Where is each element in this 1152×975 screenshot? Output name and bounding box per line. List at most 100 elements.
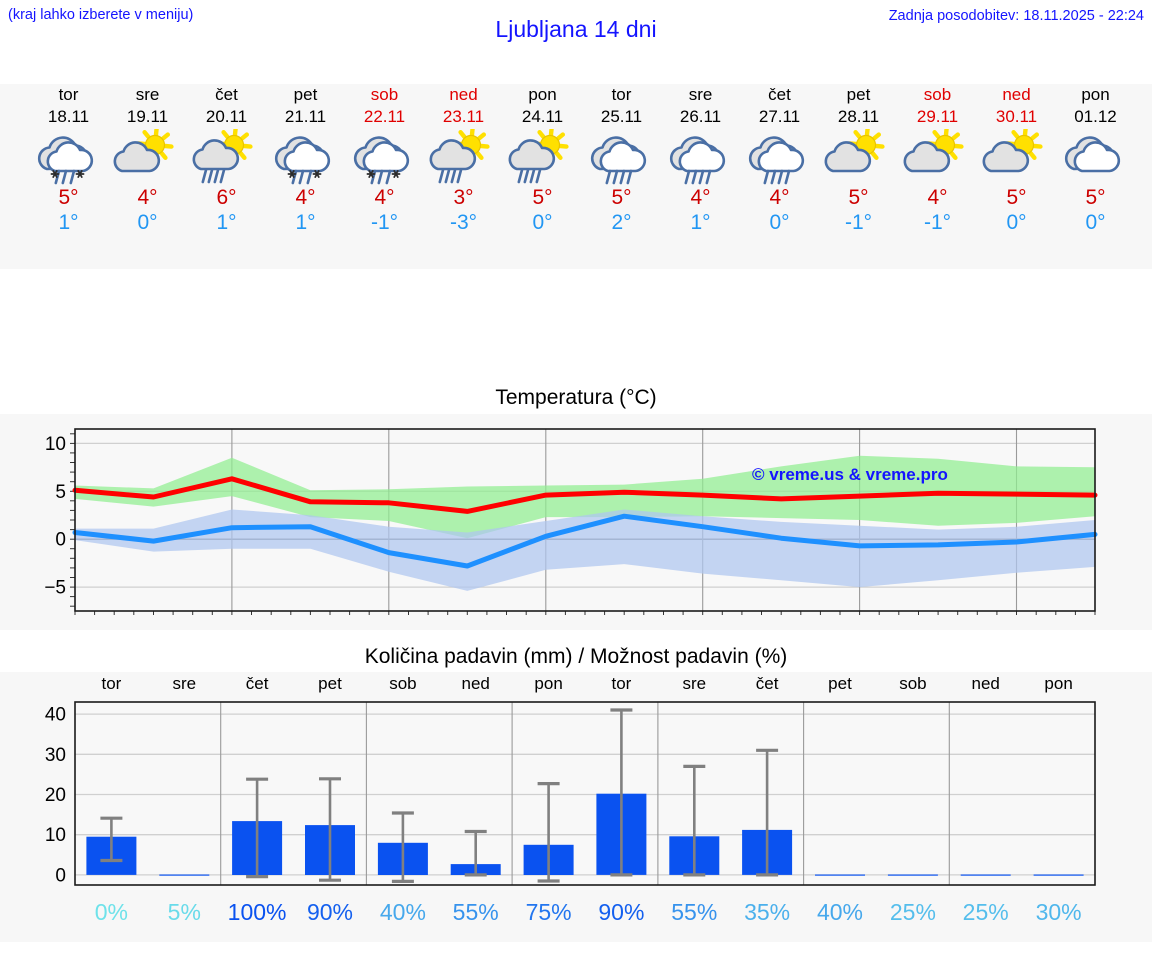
day-temp-max: 6°	[216, 186, 237, 209]
precip-day-label: sob	[899, 674, 926, 693]
precip-day-label: sre	[682, 674, 706, 693]
day-name: sre	[135, 85, 160, 104]
precip-bar	[887, 874, 938, 876]
day-date: 24.11	[521, 107, 564, 126]
sun-cloud-rain-icon	[187, 129, 266, 185]
cloud-rain-snow-icon	[29, 129, 108, 185]
day-temp-max: 5°	[532, 186, 553, 209]
precipitation-chart-panel: Količina padavin (mm) / Možnost padavin …	[0, 642, 1152, 942]
day-date: 22.11	[363, 107, 406, 126]
precip-probability-label: 40%	[817, 899, 863, 925]
svg-text:0: 0	[55, 865, 66, 886]
day-column: pon 24.11 5° 0°	[503, 84, 582, 235]
cloud-icon	[1056, 129, 1135, 185]
day-name: tor	[611, 85, 632, 104]
day-temp-min: 2°	[611, 211, 632, 234]
svg-text:20: 20	[45, 785, 66, 806]
day-column: čet 27.11 4° 0°	[740, 84, 819, 235]
precip-probability-label: 5%	[168, 899, 201, 925]
precip-day-label: pet	[318, 674, 342, 693]
cloud-rain-snow-icon	[266, 129, 345, 185]
day-column: sre 19.11 4° 0°	[108, 84, 187, 235]
sun-cloud-rain-icon	[424, 129, 503, 185]
day-column: tor 18.11 5° 1°	[29, 84, 108, 235]
precip-probability-label: 25%	[963, 899, 1009, 925]
day-date: 28.11	[837, 107, 880, 126]
day-name: ned	[449, 85, 478, 104]
svg-text:0: 0	[55, 530, 66, 551]
day-temp-max: 4°	[927, 186, 948, 209]
day-name: sre	[688, 85, 713, 104]
precipitation-chart-title: Količina padavin (mm) / Možnost padavin …	[0, 642, 1152, 672]
svg-text:30: 30	[45, 745, 66, 766]
precip-probability-label: 75%	[526, 899, 572, 925]
day-name: čet	[768, 85, 791, 104]
precip-probability-label: 0%	[95, 899, 128, 925]
day-temp-max: 4°	[374, 186, 395, 209]
daily-forecast-strip: tor 18.11 5° 1° sre 19.11 4° 0° čet 20.11 6° 1° pet 2…	[0, 84, 1152, 269]
precip-day-label: čet	[246, 674, 269, 693]
day-column: ned 23.11 3° -3°	[424, 84, 503, 235]
svg-text:40: 40	[45, 705, 66, 726]
precip-probability-label: 35%	[744, 899, 790, 925]
copyright-watermark: © vreme.us & vreme.pro	[752, 465, 948, 484]
day-temp-min: 0°	[1006, 211, 1027, 234]
sun-cloud-rain-icon	[503, 129, 582, 185]
day-name: sob	[923, 85, 952, 104]
day-name: pon	[1081, 85, 1110, 104]
day-date: 18.11	[47, 107, 90, 126]
day-temp-min: 0°	[1085, 211, 1106, 234]
precip-probability-label: 25%	[890, 899, 936, 925]
day-temp-max: 4°	[769, 186, 790, 209]
precip-day-label: tor	[101, 674, 121, 693]
cloud-rain-icon	[582, 129, 661, 185]
day-temp-max: 4°	[137, 186, 158, 209]
svg-text:−5: −5	[44, 578, 66, 599]
precip-day-label: ned	[972, 674, 1000, 693]
day-date: 25.11	[600, 107, 643, 126]
day-temp-max: 4°	[690, 186, 711, 209]
day-temp-min: 1°	[295, 211, 316, 234]
precip-bar	[815, 874, 865, 876]
day-temp-min: 0°	[769, 211, 790, 234]
day-name: sob	[370, 85, 399, 104]
day-date: 27.11	[758, 107, 801, 126]
precip-day-label: sre	[172, 674, 196, 693]
day-column: sob 29.11 4° -1°	[898, 84, 977, 235]
day-column: pet 21.11 4° 1°	[266, 84, 345, 235]
location-menu-note[interactable]: (kraj lahko izberete v meniju)	[8, 7, 194, 23]
day-name: pet	[293, 85, 318, 104]
cloud-rain-snow-icon	[345, 129, 424, 185]
svg-text:5: 5	[55, 482, 66, 503]
last-update-label: Zadnja posodobitev: 18.11.2025 - 22:24	[888, 8, 1144, 24]
cloud-rain-icon	[740, 129, 819, 185]
precip-probability-label: 55%	[671, 899, 717, 925]
day-temp-min: -1°	[923, 211, 952, 234]
temperature-chart-panel: Temperatura (°C) 10 5 0 −5	[0, 382, 1152, 630]
precip-probability-label: 55%	[453, 899, 499, 925]
day-temp-min: -1°	[844, 211, 873, 234]
svg-text:10: 10	[45, 434, 66, 455]
day-temp-min: 1°	[690, 211, 711, 234]
day-column: sob 22.11 4° -1°	[345, 84, 424, 235]
day-date: 23.11	[442, 107, 485, 126]
precip-probability-label: 30%	[1036, 899, 1082, 925]
day-temp-min: -3°	[449, 211, 478, 234]
temperature-plot: 10 5 0 −5	[44, 428, 1098, 615]
precip-day-label: čet	[756, 674, 779, 693]
day-date: 20.11	[205, 107, 248, 126]
precip-day-label: sob	[389, 674, 416, 693]
precip-probability-label: 40%	[380, 899, 426, 925]
day-name: čet	[215, 85, 238, 104]
day-temp-min: 1°	[216, 211, 237, 234]
precip-probability-label: 100%	[228, 899, 287, 925]
day-temp-max: 5°	[58, 186, 79, 209]
day-name: pet	[846, 85, 871, 104]
temperature-chart-title: Temperatura (°C)	[0, 382, 1152, 414]
precip-day-label: pon	[534, 674, 562, 693]
day-temp-max: 5°	[1085, 186, 1106, 209]
day-temp-max: 4°	[295, 186, 316, 209]
sun-cloud-icon	[898, 129, 977, 185]
precip-day-label: pon	[1044, 674, 1072, 693]
day-date: 29.11	[916, 107, 959, 126]
